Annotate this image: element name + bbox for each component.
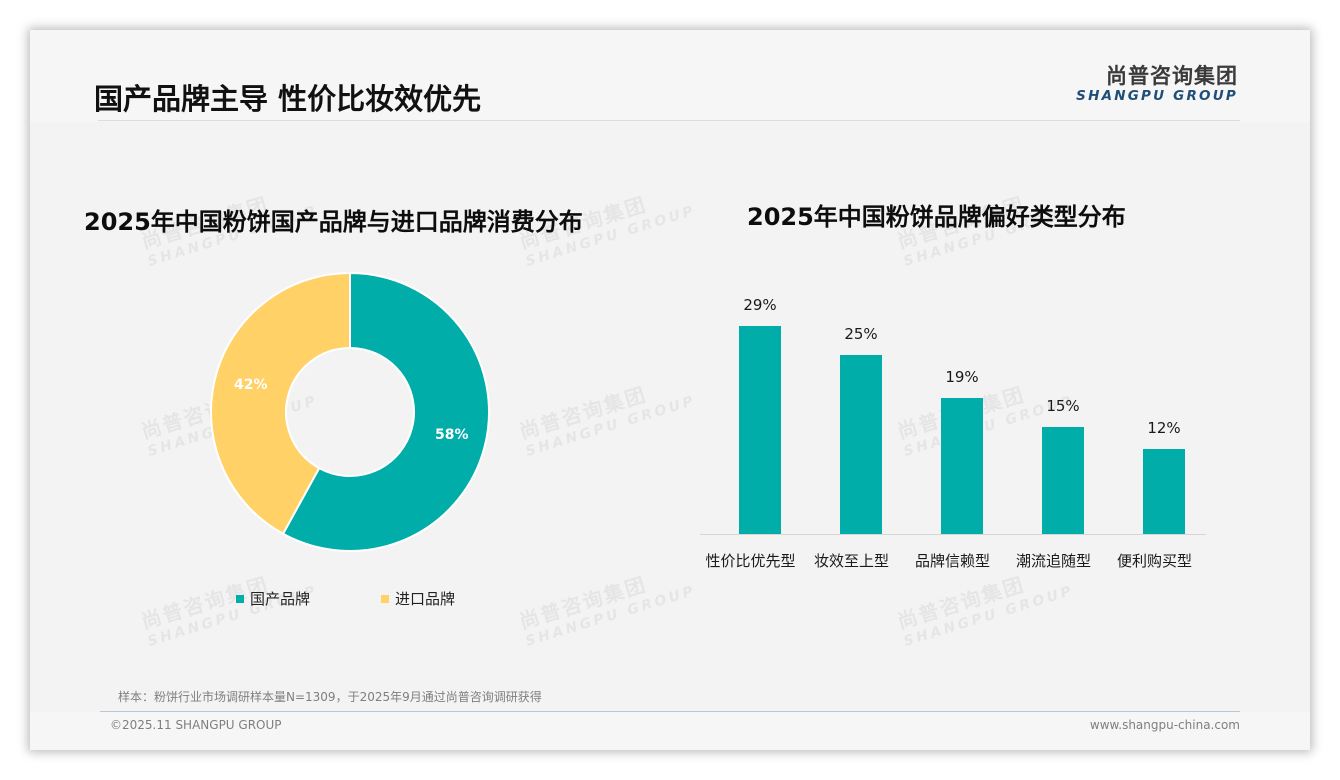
website-link[interactable]: www.shangpu-china.com bbox=[1089, 718, 1240, 732]
x-tick-label: 便利购买型 bbox=[1116, 552, 1192, 570]
legend-swatch-yellow bbox=[381, 594, 389, 603]
x-tick-label: 性价比优先型 bbox=[705, 552, 796, 570]
x-tick-label: 妆效至上型 bbox=[813, 552, 889, 570]
footer-divider bbox=[100, 711, 1240, 712]
bar-makeup-effect bbox=[840, 354, 882, 535]
donut-slice-domestic bbox=[281, 271, 490, 552]
donut-label-domestic: 58% bbox=[435, 427, 469, 443]
bar-chart: 29% 25% 19% 15% 12% bbox=[700, 290, 1206, 535]
bar-label: 12% bbox=[1147, 418, 1181, 437]
x-tick-label: 潮流追随型 bbox=[1015, 552, 1091, 570]
copyright: ©2025.11 SHANGPU GROUP bbox=[110, 718, 282, 732]
sample-note: 样本：粉饼行业市场调研样本量N=1309，于2025年9月通过尚普咨询调研获得 bbox=[118, 690, 542, 704]
donut-slice-imported bbox=[210, 271, 351, 536]
logo-en: SHANGPU GROUP bbox=[1076, 88, 1238, 104]
legend-swatch-teal bbox=[236, 594, 244, 603]
bar-brand-trust bbox=[941, 398, 983, 535]
footer-band bbox=[30, 712, 1310, 750]
slide: 尚普咨询集团 SHANGPU GROUP 尚普咨询集团 SHANGPU GROUP … bbox=[30, 30, 1310, 750]
legend-label: 进口品牌 bbox=[395, 590, 456, 608]
bar-label: 19% bbox=[945, 368, 979, 387]
donut-chart: 58% 42% bbox=[210, 271, 490, 552]
bar-value-price bbox=[739, 326, 781, 535]
bar-trend-follow bbox=[1042, 426, 1084, 535]
header-band bbox=[30, 30, 1310, 122]
x-axis-line bbox=[700, 534, 1206, 535]
bar-label: 25% bbox=[844, 324, 878, 343]
page-title: 国产品牌主导 性价比妆效优先 bbox=[94, 82, 482, 116]
donut-label-imported: 42% bbox=[234, 377, 268, 393]
donut-svg bbox=[210, 271, 490, 552]
donut-chart-title: 2025年中国粉饼国产品牌与进口品牌消费分布 bbox=[84, 208, 583, 236]
legend-item-imported: 进口品牌 bbox=[381, 588, 455, 609]
title-divider bbox=[98, 120, 1240, 121]
bar-convenience bbox=[1143, 448, 1185, 535]
bar-chart-title: 2025年中国粉饼品牌偏好类型分布 bbox=[747, 203, 1126, 231]
legend-item-domestic: 国产品牌 bbox=[236, 588, 310, 609]
logo: 尚普咨询集团 SHANGPU GROUP bbox=[1076, 64, 1238, 104]
bar-label: 15% bbox=[1046, 396, 1080, 415]
legend-label: 国产品牌 bbox=[250, 590, 311, 608]
x-tick-label: 品牌信赖型 bbox=[914, 552, 990, 570]
logo-cn: 尚普咨询集团 bbox=[1106, 64, 1238, 88]
bar-label: 29% bbox=[743, 296, 777, 315]
